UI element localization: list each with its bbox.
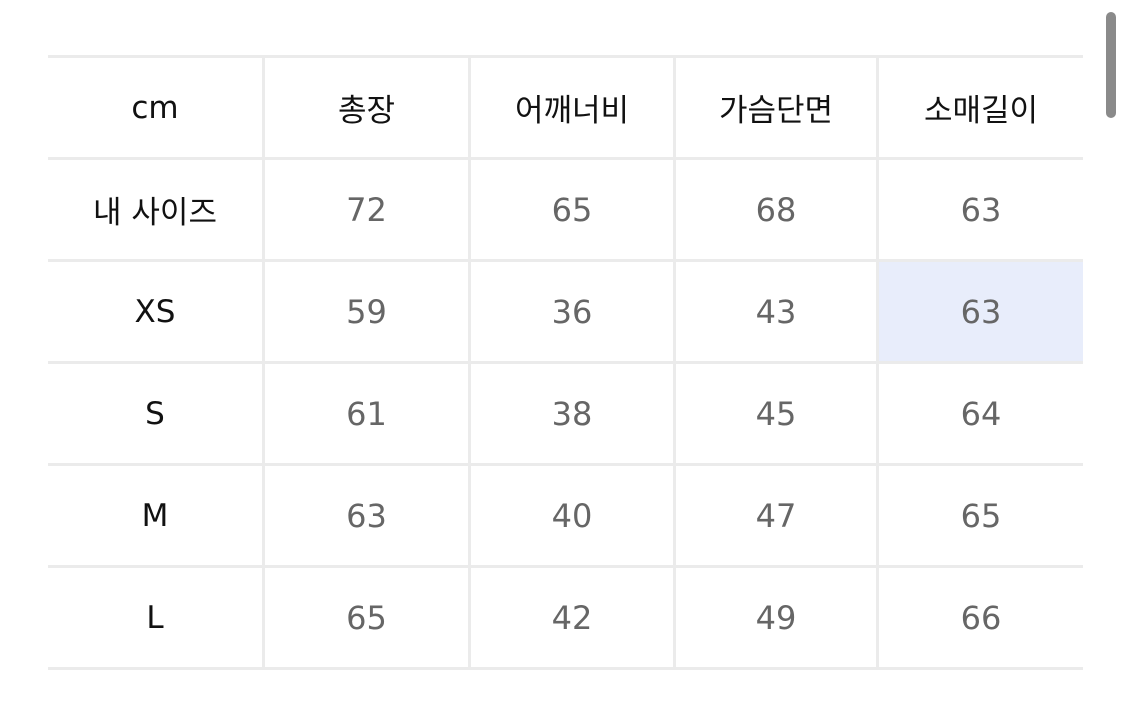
row-label: S: [48, 364, 265, 466]
table-cell: 47: [676, 466, 879, 568]
table-cell: 72: [265, 160, 471, 262]
table-cell: 65: [879, 466, 1083, 568]
table-cell: 63: [879, 262, 1083, 364]
column-header: cm: [48, 58, 265, 160]
table-cell: 66: [879, 568, 1083, 670]
column-header: 소매길이: [879, 58, 1083, 160]
table-cell: 40: [471, 466, 676, 568]
column-header: 총장: [265, 58, 471, 160]
table-cell: 65: [471, 160, 676, 262]
row-label: XS: [48, 262, 265, 364]
table-cell: 38: [471, 364, 676, 466]
table-cell: 65: [265, 568, 471, 670]
row-label: L: [48, 568, 265, 670]
size-table: cm 총장 어깨너비 가슴단면 소매길이 내 사이즈 72 65 68 63 XS 59 36 43 63 S…: [48, 55, 1083, 670]
table-cell: 61: [265, 364, 471, 466]
table-cell: 59: [265, 262, 471, 364]
row-label: 내 사이즈: [48, 160, 265, 262]
table-cell: 42: [471, 568, 676, 670]
table-cell: 63: [879, 160, 1083, 262]
table-cell: 68: [676, 160, 879, 262]
table-cell: 43: [676, 262, 879, 364]
table-cell: 36: [471, 262, 676, 364]
column-header: 어깨너비: [471, 58, 676, 160]
table-cell: 45: [676, 364, 879, 466]
row-label: M: [48, 466, 265, 568]
table-cell: 63: [265, 466, 471, 568]
table-cell: 49: [676, 568, 879, 670]
table-cell: 64: [879, 364, 1083, 466]
column-header: 가슴단면: [676, 58, 879, 160]
scrollbar[interactable]: [1106, 12, 1116, 118]
